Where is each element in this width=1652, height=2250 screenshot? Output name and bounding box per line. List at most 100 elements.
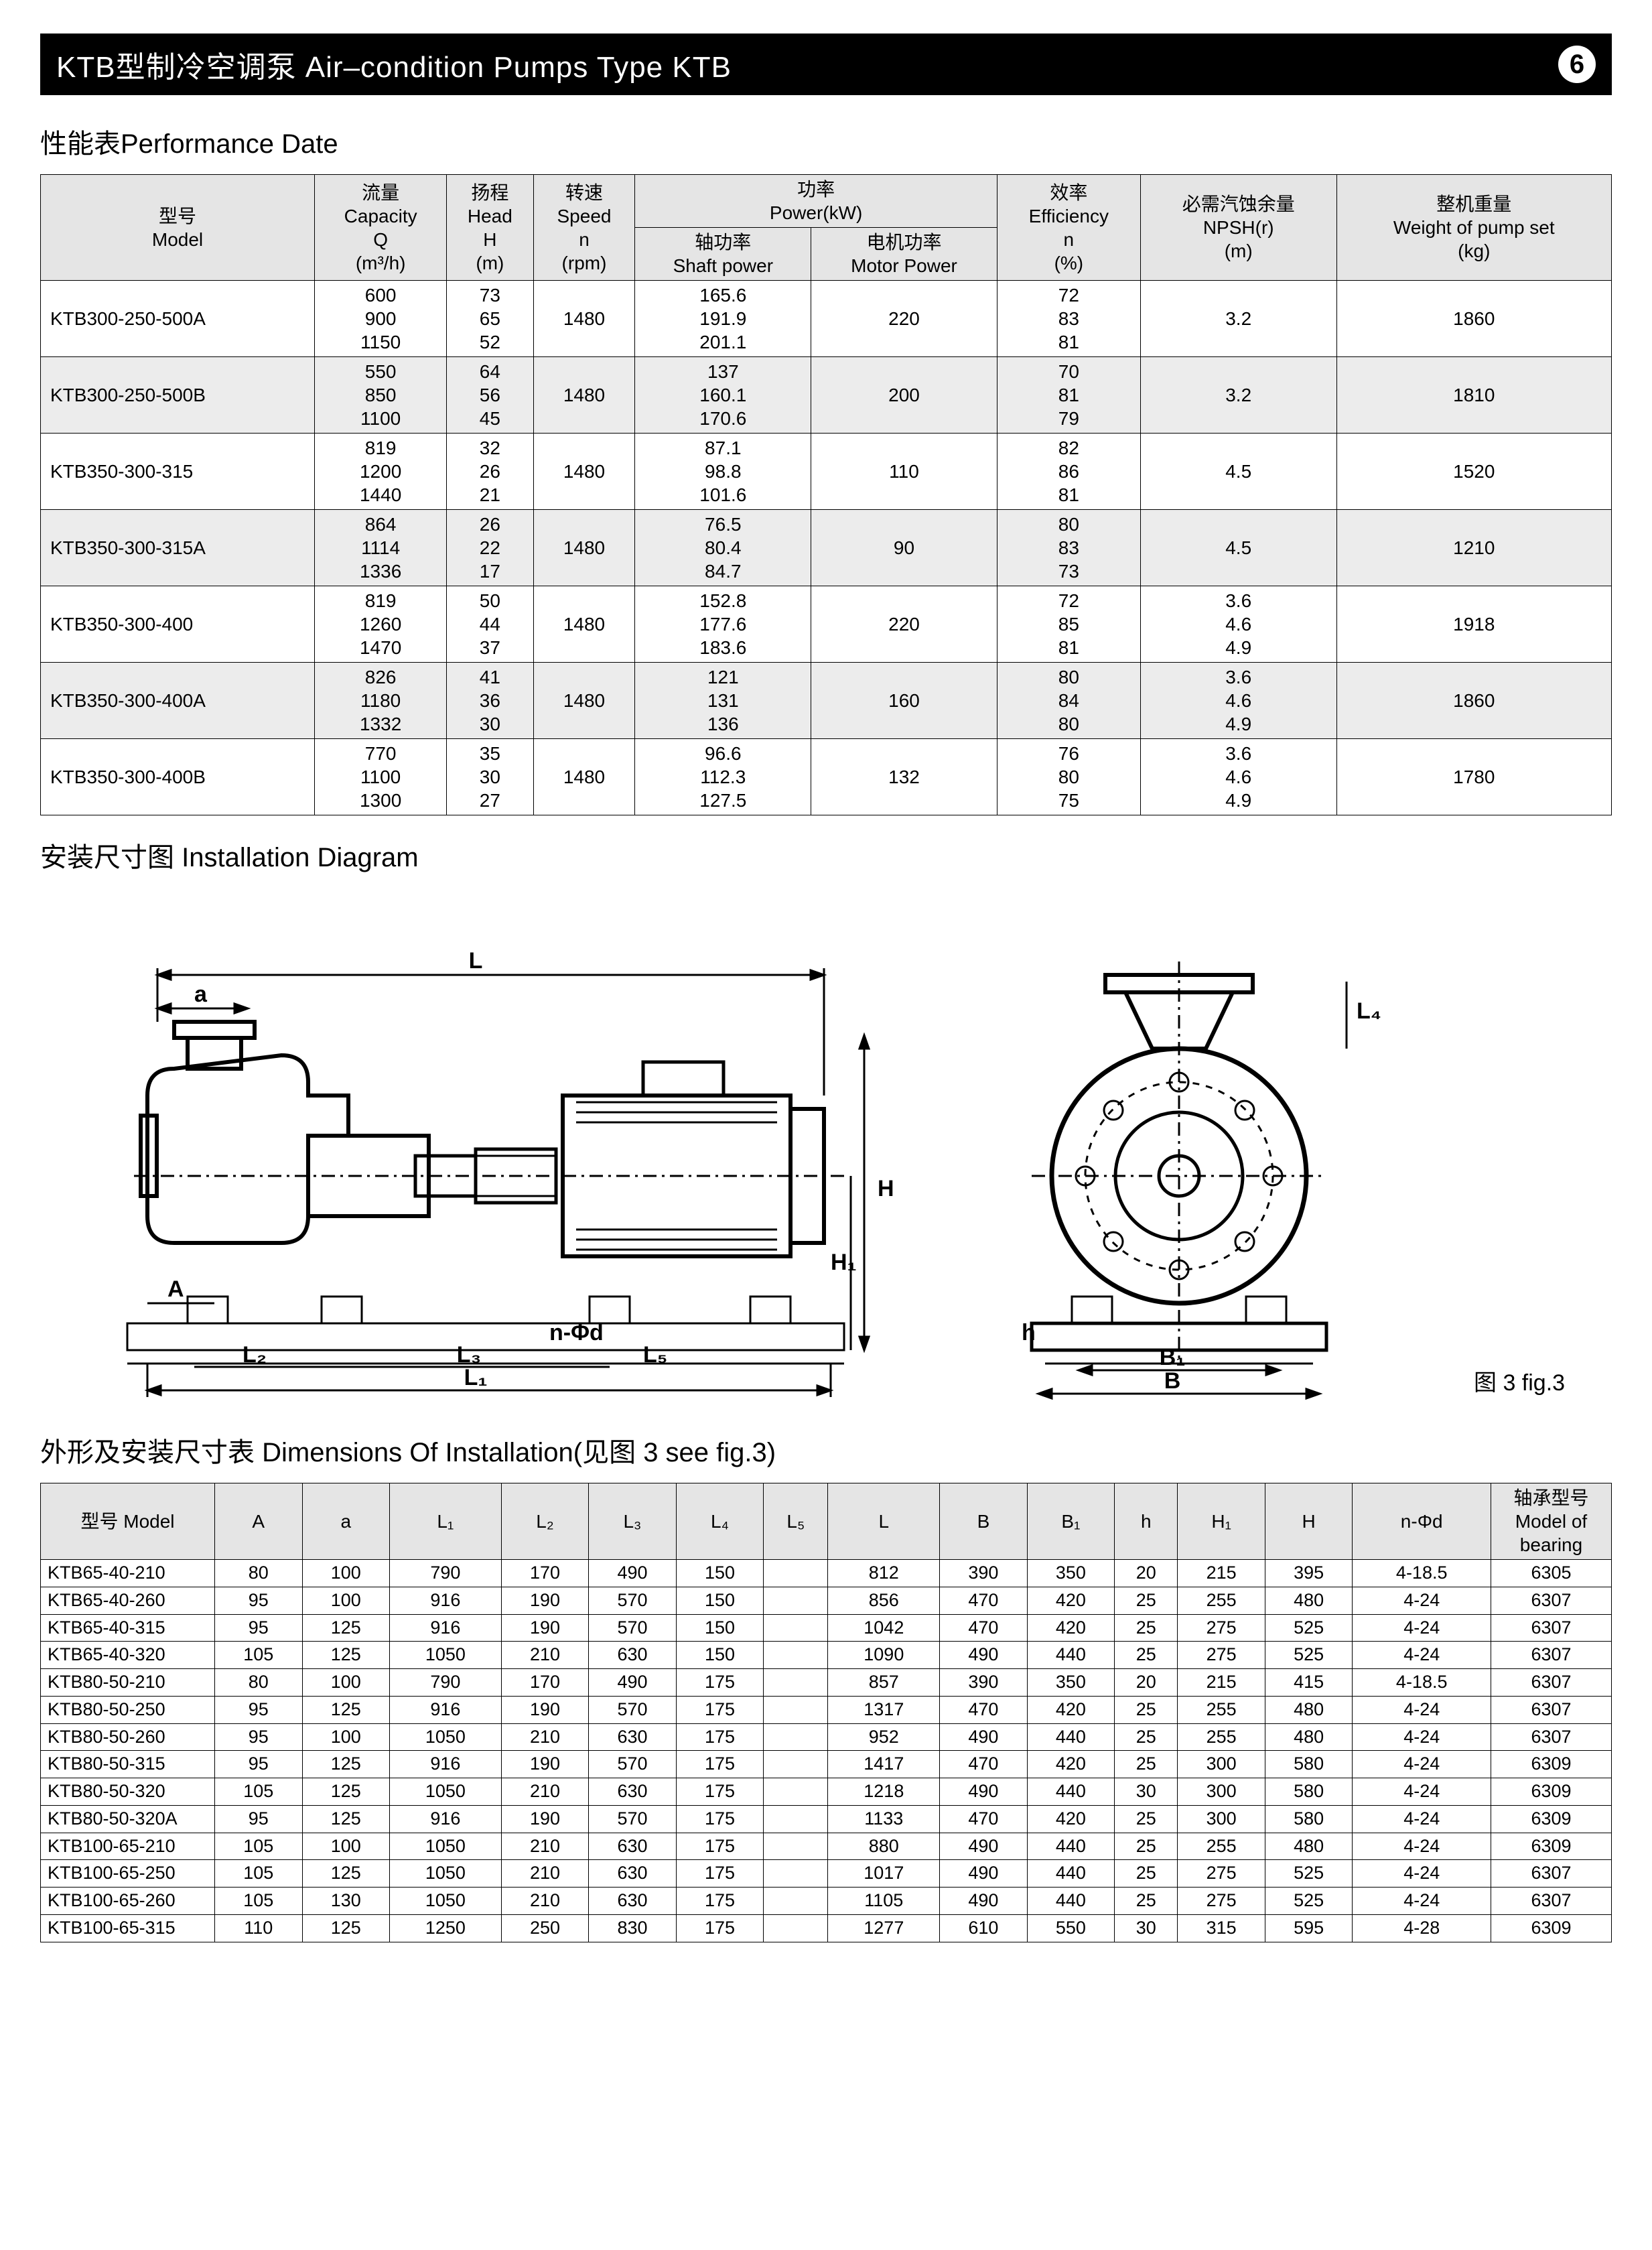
th-shaft-power: 轴功率 Shaft power (635, 228, 811, 281)
table-cell: 6307 (1491, 1696, 1612, 1723)
dth-A: A (215, 1483, 303, 1560)
table-cell: 150 (676, 1642, 764, 1669)
table-cell: 1860 (1336, 663, 1611, 739)
table-cell: 4-24 (1353, 1587, 1491, 1614)
table-cell: 916 (390, 1805, 502, 1833)
table-cell (764, 1778, 828, 1806)
table-cell: 190 (501, 1805, 589, 1833)
dth-L: L (828, 1483, 940, 1560)
table-cell: 3.2 (1140, 357, 1336, 434)
table-cell: 200 (811, 357, 997, 434)
table-cell: 480 (1265, 1696, 1353, 1723)
th-speed: 转速 Speed n (rpm) (533, 175, 635, 281)
table-cell: 4-18.5 (1353, 1669, 1491, 1697)
table-cell: 1480 (533, 739, 635, 815)
dim-label-nphid: n-Φd (549, 1320, 604, 1345)
table-cell: 4-18.5 (1353, 1560, 1491, 1587)
table-cell: 73 65 52 (447, 281, 533, 357)
table-row: KTB65-40-3201051251050210630150109049044… (41, 1642, 1612, 1669)
table-cell: 170 (501, 1669, 589, 1697)
table-cell: 595 (1265, 1914, 1353, 1942)
table-cell: 150 (676, 1614, 764, 1642)
table-cell: 121 131 136 (635, 663, 811, 739)
table-cell: 490 (940, 1833, 1028, 1860)
table-cell: 190 (501, 1751, 589, 1778)
table-cell: 1050 (390, 1833, 502, 1860)
table-cell: 830 (589, 1914, 677, 1942)
table-cell: 6309 (1491, 1914, 1612, 1942)
table-row: KTB100-65-260105130105021063017511054904… (41, 1888, 1612, 1915)
table-cell: 105 (215, 1833, 303, 1860)
dim-label-H: H (878, 1176, 894, 1201)
table-cell: 175 (676, 1751, 764, 1778)
th-efficiency: 效率 Efficiency n (%) (997, 175, 1140, 281)
dim-label-H1: H₁ (831, 1250, 857, 1275)
figure-caption: 图 3 fig.3 (1474, 1364, 1565, 1404)
table-cell: KTB100-65-260 (41, 1888, 215, 1915)
table-cell: 72 85 81 (997, 586, 1140, 663)
table-cell: KTB80-50-210 (41, 1669, 215, 1697)
dim-label-h: h (1022, 1320, 1036, 1345)
table-cell (764, 1696, 828, 1723)
table-cell: 220 (811, 281, 997, 357)
table-cell: 4-28 (1353, 1914, 1491, 1942)
dim-label-a: a (194, 982, 208, 1007)
table-cell: 90 (811, 510, 997, 586)
table-cell: 4-24 (1353, 1833, 1491, 1860)
dth-B1: B₁ (1027, 1483, 1115, 1560)
table-cell: 440 (1027, 1723, 1115, 1751)
table-cell: 215 (1178, 1669, 1265, 1697)
table-cell: 175 (676, 1805, 764, 1833)
table-cell: 470 (940, 1587, 1028, 1614)
dth-H: H (1265, 1483, 1353, 1560)
table-cell: 490 (940, 1888, 1028, 1915)
table-cell: 440 (1027, 1833, 1115, 1860)
table-cell: 1417 (828, 1751, 940, 1778)
table-row: KTB80-50-3201051251050210630175121849044… (41, 1778, 1612, 1806)
table-cell: KTB100-65-315 (41, 1914, 215, 1942)
table-cell: 105 (215, 1860, 303, 1888)
table-cell: 175 (676, 1888, 764, 1915)
table-cell: 6309 (1491, 1805, 1612, 1833)
table-cell: 819 1200 1440 (315, 434, 447, 510)
table-cell: 600 900 1150 (315, 281, 447, 357)
table-row: KTB65-40-3159512591619057015010424704202… (41, 1614, 1612, 1642)
table-cell: 916 (390, 1696, 502, 1723)
table-cell: 315 (1178, 1914, 1265, 1942)
table-cell: 110 (215, 1914, 303, 1942)
table-cell: 275 (1178, 1860, 1265, 1888)
table-cell: 470 (940, 1696, 1028, 1723)
table-cell: 630 (589, 1860, 677, 1888)
table-cell: 770 1100 1300 (315, 739, 447, 815)
table-cell: 95 (215, 1614, 303, 1642)
table-cell: 1050 (390, 1642, 502, 1669)
table-cell: 95 (215, 1723, 303, 1751)
table-cell: 420 (1027, 1614, 1115, 1642)
table-cell (764, 1860, 828, 1888)
table-cell: KTB65-40-260 (41, 1587, 215, 1614)
table-cell: 580 (1265, 1805, 1353, 1833)
table-cell: KTB300-250-500A (41, 281, 315, 357)
table-cell (764, 1833, 828, 1860)
table-cell: KTB300-250-500B (41, 357, 315, 434)
table-cell: 1277 (828, 1914, 940, 1942)
table-cell: 490 (940, 1642, 1028, 1669)
table-cell: 165.6 191.9 201.1 (635, 281, 811, 357)
table-cell: 100 (302, 1669, 390, 1697)
table-row: KTB350-300-400819 1260 147050 44 3714801… (41, 586, 1612, 663)
dth-L2: L₂ (501, 1483, 589, 1560)
dim-label-B: B (1164, 1368, 1181, 1394)
table-cell: 76 80 75 (997, 739, 1140, 815)
table-cell: 580 (1265, 1778, 1353, 1806)
table-cell: 105 (215, 1642, 303, 1669)
table-row: KTB350-300-400B770 1100 130035 30 271480… (41, 739, 1612, 815)
table-cell: 175 (676, 1833, 764, 1860)
table-cell: 210 (501, 1888, 589, 1915)
table-cell: 550 850 1100 (315, 357, 447, 434)
table-cell: 1480 (533, 281, 635, 357)
table-row: KTB100-65-250105125105021063017510174904… (41, 1860, 1612, 1888)
table-cell: 6307 (1491, 1723, 1612, 1751)
table-cell: 175 (676, 1696, 764, 1723)
table-cell (764, 1669, 828, 1697)
table-cell: 570 (589, 1587, 677, 1614)
